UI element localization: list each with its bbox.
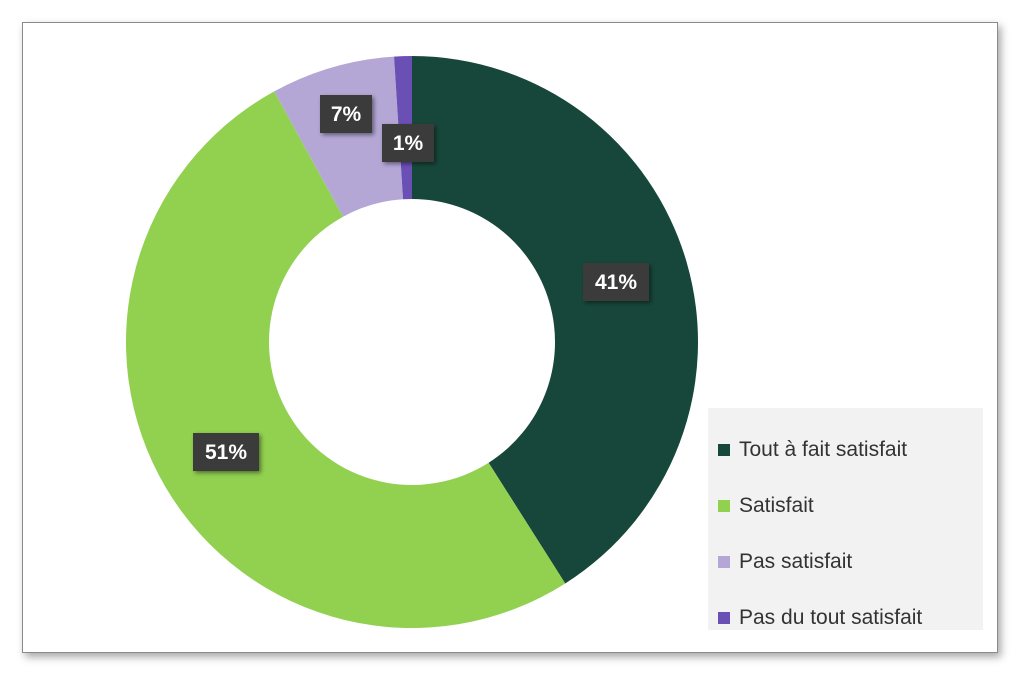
legend-swatch <box>718 556 730 568</box>
legend-label: Pas du tout satisfait <box>739 606 923 629</box>
donut-slice-1 <box>125 91 566 629</box>
legend-item-satisfait: Satisfait <box>718 478 983 534</box>
data-label-text: 7% <box>331 103 362 126</box>
legend-swatch <box>718 444 730 456</box>
data-label-box <box>583 263 649 301</box>
donut-slice-0 <box>412 56 698 584</box>
legend-swatch <box>718 612 730 624</box>
data-label-box <box>193 433 259 471</box>
legend-label: Satisfait <box>739 494 814 517</box>
data-label-text: 1% <box>393 132 424 155</box>
legend-item-pas-du-tout-satisfait: Pas du tout satisfait <box>718 590 983 646</box>
data-label-box <box>382 124 434 162</box>
data-label-text: 51% <box>205 441 247 464</box>
chart-legend: Tout à fait satisfait Satisfait Pas sati… <box>708 408 983 630</box>
data-label-2: 7% <box>320 95 372 133</box>
data-label-3: 1% <box>382 124 434 162</box>
legend-label: Pas satisfait <box>739 550 853 573</box>
data-label-box <box>320 95 372 133</box>
data-label-text: 41% <box>595 271 637 294</box>
data-label-0: 41% <box>583 263 649 301</box>
legend-item-pas-satisfait: Pas satisfait <box>718 534 983 590</box>
legend-label: Tout à fait satisfait <box>739 438 908 461</box>
legend-swatch <box>718 500 730 512</box>
data-labels: 41% 51% 7% 1% <box>193 95 649 471</box>
legend-item-tout-a-fait-satisfait: Tout à fait satisfait <box>718 422 983 478</box>
data-label-1: 51% <box>193 433 259 471</box>
donut-slices <box>125 56 698 629</box>
